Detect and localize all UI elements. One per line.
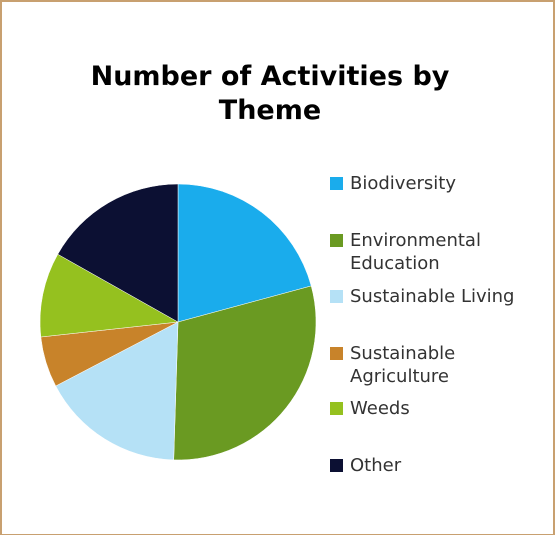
pie-slice-environmental-education bbox=[173, 285, 317, 461]
chart-title: Number of Activities by Theme bbox=[90, 61, 450, 126]
legend-item: Sustainable Agriculture bbox=[330, 342, 540, 388]
legend-item: Weeds bbox=[330, 397, 540, 420]
pie-slice-sustainable-living bbox=[55, 321, 179, 461]
legend-swatch bbox=[330, 177, 343, 190]
legend-label: Other bbox=[350, 455, 402, 476]
legend-label: Sustainable Agriculture bbox=[350, 343, 456, 387]
legend-swatch bbox=[330, 347, 343, 360]
legend-label: Environmental Education bbox=[350, 230, 481, 274]
legend-label: Biodiversity bbox=[350, 173, 457, 194]
legend-swatch bbox=[330, 234, 343, 247]
legend-item: Biodiversity bbox=[330, 172, 540, 195]
legend-item: Other bbox=[330, 454, 540, 477]
legend-label: Sustainable Living bbox=[350, 286, 515, 307]
legend-item: Sustainable Living bbox=[330, 285, 540, 308]
legend-item: Environmental Education bbox=[330, 229, 540, 275]
legend-label: Weeds bbox=[350, 398, 410, 419]
pie-slice-other bbox=[57, 183, 179, 323]
legend-swatch bbox=[330, 290, 343, 303]
pie-slice-weeds bbox=[39, 253, 179, 338]
legend-swatch bbox=[330, 402, 343, 415]
legend-swatch bbox=[330, 459, 343, 472]
pie-slice-biodiversity bbox=[177, 183, 312, 323]
